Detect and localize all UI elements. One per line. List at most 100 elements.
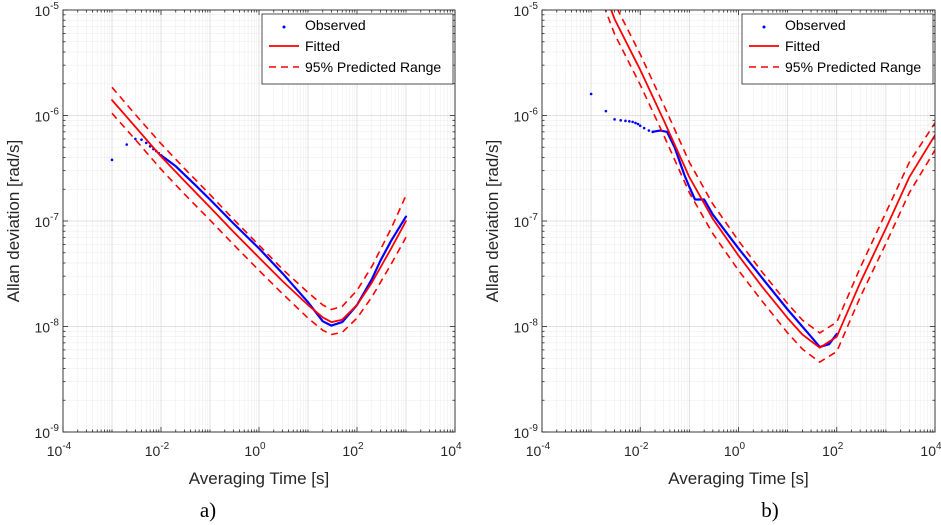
legend-entry: 95% Predicted Range	[785, 59, 921, 75]
legend-entry: Fitted	[785, 38, 820, 54]
observed-point	[144, 141, 148, 145]
tick-base: 10	[244, 443, 260, 459]
legend-box	[261, 13, 454, 85]
x-tick-label: 104	[440, 441, 462, 459]
observed-point	[628, 120, 631, 123]
y-tick-label: 10-8	[35, 318, 60, 336]
tick-base: 10	[440, 443, 456, 459]
predicted-range-line	[111, 112, 407, 336]
x-tick-label: 10-2	[145, 441, 170, 459]
observed-point	[636, 122, 640, 126]
tick-exponent: -4	[541, 441, 550, 452]
series-layer	[589, 10, 935, 363]
predicted-range-line	[111, 86, 407, 311]
x-tick-label: 104	[920, 441, 941, 459]
observed-point	[110, 158, 114, 162]
x-axis-label: Averaging Time [s]	[189, 469, 329, 488]
y-axis-label: Allan deviation [rad/s]	[483, 140, 502, 303]
y-tick-label: 10-5	[35, 1, 60, 19]
y-tick-label: 10-7	[35, 212, 60, 230]
observed-point	[634, 121, 637, 125]
tick-base: 10	[920, 443, 936, 459]
tick-exponent: 4	[936, 441, 941, 452]
y-tick-label: 10-6	[35, 107, 60, 125]
tick-base: 10	[35, 3, 51, 19]
y-tick-label: 10-5	[514, 1, 539, 19]
tick-base: 10	[822, 443, 838, 459]
tick-marks	[541, 9, 936, 433]
chart-panel-b: 10-4 10-2 100 102 10410-910-810-710-610-5Ave…	[483, 1, 941, 522]
x-tick-label: 10-4	[47, 441, 72, 459]
tick-exponent: -5	[529, 1, 538, 12]
tick-exponent: 2	[358, 441, 364, 452]
tick-base: 10	[47, 443, 63, 459]
legend-observed-marker	[282, 25, 286, 29]
tick-exponent: -7	[50, 212, 59, 223]
tick-base: 10	[514, 320, 530, 336]
legend-entry: Observed	[785, 17, 846, 33]
observed-point	[619, 119, 623, 122]
legend-box	[741, 13, 934, 85]
legend-observed-marker	[762, 25, 766, 29]
tick-marks	[62, 9, 456, 433]
observed-point	[140, 138, 143, 141]
observed-point	[642, 126, 646, 130]
tick-exponent: -2	[160, 441, 169, 452]
series-layer	[110, 86, 408, 336]
tick-base: 10	[35, 425, 51, 441]
observed-point	[134, 137, 137, 141]
x-tick-label: 100	[724, 441, 746, 459]
panel-label: a)	[200, 498, 216, 522]
tick-base: 10	[342, 443, 358, 459]
tick-exponent: -6	[529, 107, 538, 118]
tick-base: 10	[145, 443, 161, 459]
tick-exponent: 2	[838, 441, 844, 452]
tick-exponent: -4	[62, 441, 71, 452]
x-tick-label: 10-2	[624, 441, 649, 459]
observed-point	[604, 109, 608, 113]
legend-entry: Observed	[305, 17, 366, 33]
tick-base: 10	[514, 109, 530, 125]
tick-base: 10	[35, 320, 51, 336]
observed-line	[651, 129, 838, 348]
tick-base: 10	[514, 425, 530, 441]
legend: Observed Fitted 95% Predicted Range	[261, 13, 454, 85]
x-tick-label: 102	[822, 441, 844, 459]
y-tick-label: 10-7	[514, 212, 539, 230]
tick-exponent: -6	[50, 107, 59, 118]
tick-base: 10	[35, 214, 51, 230]
tick-exponent: 0	[260, 441, 266, 452]
x-tick-label: 100	[244, 441, 266, 459]
legend: Observed Fitted 95% Predicted Range	[741, 13, 934, 85]
x-tick-label: 102	[342, 441, 364, 459]
legend-entry: Fitted	[305, 38, 340, 54]
chart-panel-a: 10-4 10-2 100 102 10410-910-810-710-610-5Ave…	[4, 1, 462, 522]
fitted-line	[111, 99, 407, 323]
tick-base: 10	[514, 3, 530, 19]
tick-base: 10	[526, 443, 542, 459]
y-tick-label: 10-9	[514, 423, 539, 441]
x-axis-label: Averaging Time [s]	[668, 469, 808, 488]
tick-exponent: -2	[640, 441, 649, 452]
tick-exponent: -7	[529, 212, 538, 223]
observed-point	[624, 119, 627, 123]
observed-point	[638, 124, 642, 128]
tick-base: 10	[624, 443, 640, 459]
tick-exponent: 4	[456, 441, 462, 452]
predicted-range-line	[604, 10, 935, 363]
tick-base: 10	[724, 443, 740, 459]
observed-point	[613, 118, 616, 121]
tick-exponent: -9	[50, 423, 59, 434]
tick-base: 10	[514, 214, 530, 230]
y-tick-label: 10-6	[514, 107, 539, 125]
legend-entry: 95% Predicted Range	[305, 59, 441, 75]
tick-base: 10	[35, 109, 51, 125]
panel-label: b)	[761, 498, 779, 522]
y-tick-label: 10-9	[35, 423, 60, 441]
predicted-range-line	[616, 10, 935, 334]
observed-point	[125, 143, 129, 146]
fitted-line	[610, 10, 935, 349]
tick-exponent: -8	[529, 318, 538, 329]
tick-exponent: -8	[50, 318, 59, 329]
x-tick-label: 10-4	[526, 441, 551, 459]
